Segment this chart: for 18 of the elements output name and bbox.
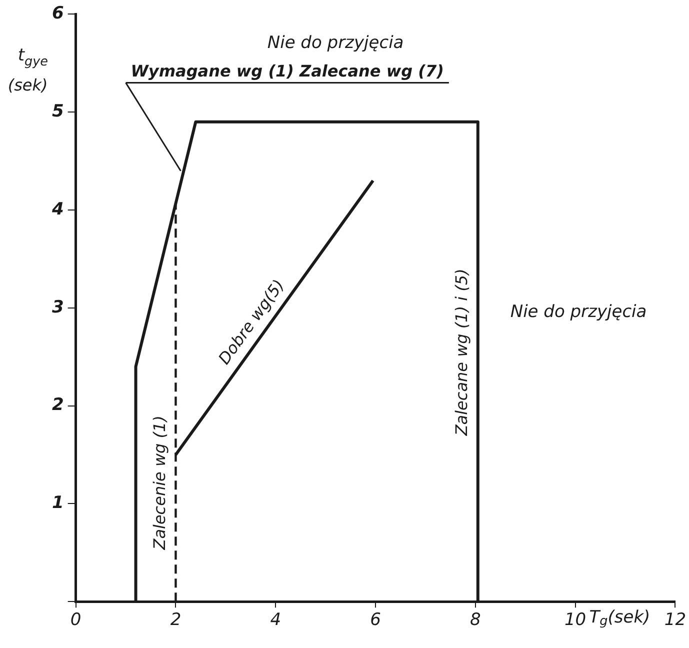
text: Zalecenie wg (1) xyxy=(150,416,169,551)
x-tick-label: 6 xyxy=(370,610,382,630)
y-tick-label: 2 xyxy=(52,395,64,416)
y-tick-label: 6 xyxy=(52,4,64,24)
x-tick-label: 2 xyxy=(170,610,182,630)
y-tick-label: 3 xyxy=(52,297,64,318)
x-tick-label: 12 xyxy=(664,610,686,630)
x-tick-label: 4 xyxy=(270,610,282,630)
annotation: Nie do przyjęcia xyxy=(510,302,647,322)
x-tick-label: 10 xyxy=(564,610,586,630)
annotation: Nie do przyjęcia xyxy=(267,32,404,53)
x-tick-label: 0 xyxy=(70,610,82,630)
y-tick-label: 4 xyxy=(50,199,64,220)
y-tick-label: 5 xyxy=(52,102,64,122)
y-tick-label: 1 xyxy=(52,493,64,514)
text: Zalecane wg (1) i (5) xyxy=(452,268,472,437)
text: Wymagane wg (1) Zalecane wg (7) xyxy=(130,62,444,81)
x-tick-label: 8 xyxy=(470,610,481,630)
